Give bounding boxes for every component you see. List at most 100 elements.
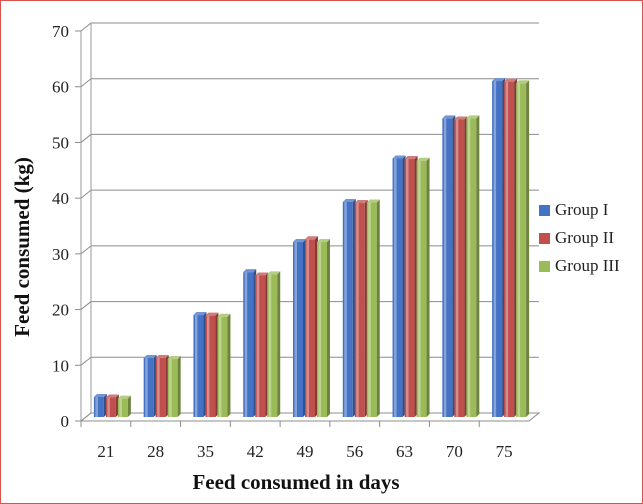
bar-top — [205, 312, 219, 316]
bar-highlight — [107, 397, 110, 417]
bar-front — [492, 81, 503, 418]
bar — [155, 354, 169, 417]
y-tick-labels: 0 10 20 30 40 50 60 70 — [52, 22, 69, 431]
bar-highlight — [356, 203, 359, 417]
y-tick-label: 50 — [52, 133, 69, 152]
y-tick-label: 70 — [52, 22, 69, 41]
bar-highlight — [256, 275, 260, 417]
bar-side — [376, 199, 380, 417]
bar-top — [305, 236, 318, 240]
y-tick-label: 60 — [52, 78, 69, 97]
bar-highlight — [169, 359, 172, 417]
bar-top — [167, 356, 181, 360]
bar-top — [143, 354, 157, 358]
bar-highlight — [294, 242, 297, 417]
legend-swatch — [539, 233, 550, 244]
bar-front — [117, 398, 128, 417]
bar-top — [492, 78, 506, 82]
bar-front — [504, 81, 515, 417]
bar — [404, 156, 418, 418]
x-tick-label: 49 — [297, 442, 314, 461]
bar-top — [342, 198, 356, 202]
x-tick-labels: 21 28 35 42 49 56 63 70 75 — [97, 442, 512, 461]
bar-front — [305, 239, 315, 417]
x-tick-label: 28 — [147, 442, 164, 461]
bar — [342, 198, 356, 417]
bar-top — [466, 115, 480, 119]
bar-highlight — [145, 357, 148, 417]
legend-swatch — [539, 261, 550, 272]
bar — [205, 312, 219, 417]
bar — [243, 269, 257, 417]
bar-top — [267, 271, 281, 275]
bar — [466, 115, 480, 417]
bar — [392, 155, 406, 417]
bar-series — [93, 78, 530, 418]
bar-side — [476, 115, 480, 417]
bar — [492, 78, 506, 418]
bar-highlight — [218, 316, 222, 417]
bar-front — [255, 275, 266, 417]
bar-front — [193, 315, 204, 417]
bar-front — [342, 201, 353, 417]
x-tick-label: 70 — [446, 442, 463, 461]
y-tick-label: 20 — [52, 301, 69, 320]
bar — [93, 393, 107, 417]
bar-highlight — [244, 272, 248, 417]
bar-top — [217, 313, 231, 317]
bar — [454, 116, 468, 417]
bar — [354, 200, 368, 417]
bar-front — [217, 316, 228, 417]
bar-highlight — [268, 274, 272, 417]
bar-front — [366, 202, 377, 417]
bar-front — [466, 118, 477, 417]
bar — [143, 354, 157, 417]
bar-highlight — [517, 83, 521, 418]
bar-front — [442, 118, 453, 417]
bar-front — [143, 357, 154, 417]
bar-side — [177, 356, 181, 417]
legend-label: Group I — [555, 200, 609, 219]
bar-top — [93, 393, 107, 397]
bar-highlight — [493, 81, 497, 418]
bar-front — [105, 397, 116, 417]
bar-highlight — [157, 357, 160, 417]
bar — [217, 313, 231, 417]
bar-top — [504, 78, 518, 82]
bar-side — [327, 239, 330, 417]
bar-top — [416, 157, 430, 161]
bar-highlight — [95, 396, 98, 417]
gridline-depth — [80, 78, 92, 88]
y-tick-label: 30 — [52, 245, 69, 264]
x-tick-label: 42 — [247, 442, 264, 461]
bar-top — [105, 394, 119, 398]
bar-front — [516, 83, 527, 418]
bar-side — [277, 271, 281, 417]
bar-front — [205, 315, 216, 417]
bar — [105, 394, 119, 417]
bar-front — [354, 203, 365, 417]
y-tick-label: 40 — [52, 189, 69, 208]
bar-top — [293, 239, 306, 243]
y-tick-label: 10 — [52, 356, 69, 375]
bar-side — [127, 395, 131, 417]
bar-top — [354, 200, 368, 204]
bar-top — [155, 354, 169, 358]
bar-highlight — [406, 159, 409, 418]
bar — [516, 80, 530, 418]
x-tick-label: 56 — [346, 442, 363, 461]
bar-highlight — [505, 81, 509, 417]
bar-front — [416, 160, 427, 417]
gridline-depth — [80, 356, 92, 366]
bar-top — [117, 395, 131, 399]
bar — [442, 115, 456, 417]
bar-front — [454, 119, 465, 417]
bar-top — [366, 199, 380, 203]
legend-label: Group III — [555, 256, 620, 275]
y-axis-title: Feed consumed (kg) — [10, 157, 34, 337]
bar — [267, 271, 281, 417]
bar-front — [293, 242, 303, 417]
bar-front — [392, 158, 403, 417]
bar — [255, 272, 269, 417]
